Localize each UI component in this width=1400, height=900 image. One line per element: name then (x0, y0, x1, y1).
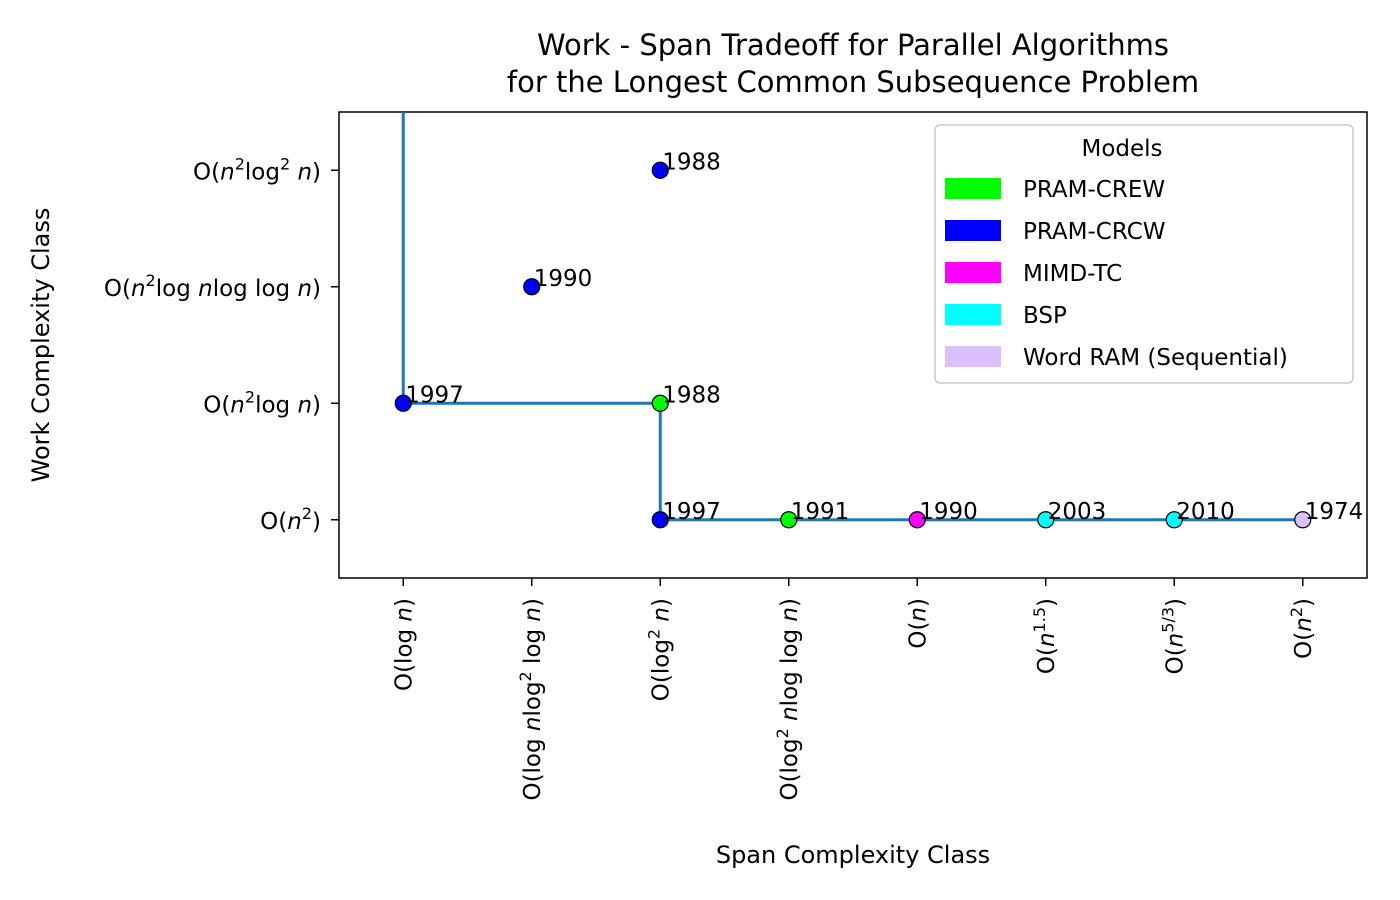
data-point (1165, 511, 1183, 529)
y-tick-label: O(n2) (260, 504, 321, 535)
legend-label: PRAM-CRCW (1023, 219, 1166, 245)
chart-title-line-1: Work - Span Tradeoff for Parallel Algori… (537, 28, 1169, 62)
legend-swatch (945, 178, 1001, 199)
data-point (651, 161, 669, 179)
data-point (523, 278, 541, 296)
x-tick-label: O(log2​ nlog log n) (773, 598, 803, 801)
point-year-label: 1997 (405, 382, 464, 408)
legend-swatch (945, 220, 1001, 241)
y-tick-label: O(n2log n) (203, 387, 321, 418)
point-year-label: 1988 (662, 382, 721, 408)
point-year-label: 2010 (1176, 499, 1235, 525)
data-point (908, 511, 926, 529)
legend-label: Word RAM (Sequential) (1023, 345, 1288, 371)
legend: Models PRAM-CREW PRAM-CRCW MIMD-TC BSP Word R… (934, 124, 1354, 384)
legend-swatch (945, 262, 1001, 283)
x-tick-label: O(n5/3​) (1158, 598, 1188, 674)
legend-swatch (945, 304, 1001, 325)
point-year-label: 1988 (662, 149, 721, 175)
data-point (394, 394, 412, 412)
data-point (1037, 511, 1055, 529)
y-tick-label: O(n2log nlog log n) (104, 271, 321, 302)
data-point (1294, 511, 1312, 529)
legend-title: Models (1081, 136, 1162, 162)
data-point (651, 511, 669, 529)
point-year-label: 2003 (1048, 499, 1107, 525)
point-year-label: 1997 (662, 499, 721, 525)
x-tick-label: O(log n) (391, 598, 417, 691)
y-tick-label: O(n2log2 n) (193, 154, 321, 185)
legend-label: BSP (1023, 303, 1067, 329)
x-tick-label: O(n2​) (1287, 598, 1317, 659)
x-tick-label: O(n1.5​) (1030, 598, 1060, 674)
axis-ticks: O(log n) O(log nlog2​ log n) O(log2​ n) O(l… (104, 154, 1317, 800)
data-points: 1997 1990 1988 1988 1997 1991 1990 2003 2010 1974 (394, 149, 1364, 529)
legend-label: PRAM-CREW (1023, 177, 1165, 203)
x-tick-label: O(n) (905, 598, 931, 649)
data-point (780, 511, 798, 529)
x-tick-label: O(log2​ n) (644, 598, 674, 701)
x-tick-label: O(log nlog2​ log n) (516, 598, 546, 801)
legend-swatch (945, 346, 1001, 367)
legend-label: MIMD-TC (1023, 261, 1122, 287)
point-year-label: 1990 (919, 499, 978, 525)
point-year-label: 1974 (1305, 499, 1364, 525)
plot-area (338, 111, 1368, 579)
point-year-label: 1991 (791, 499, 850, 525)
data-point (651, 394, 669, 412)
legend-box (934, 124, 1354, 384)
x-axis-label: Span Complexity Class (716, 841, 990, 869)
y-axis-label: Work Complexity Class (27, 208, 55, 483)
chart-title-line-2: for the Longest Common Subsequence Probl… (507, 65, 1199, 99)
point-year-label: 1990 (534, 266, 593, 292)
